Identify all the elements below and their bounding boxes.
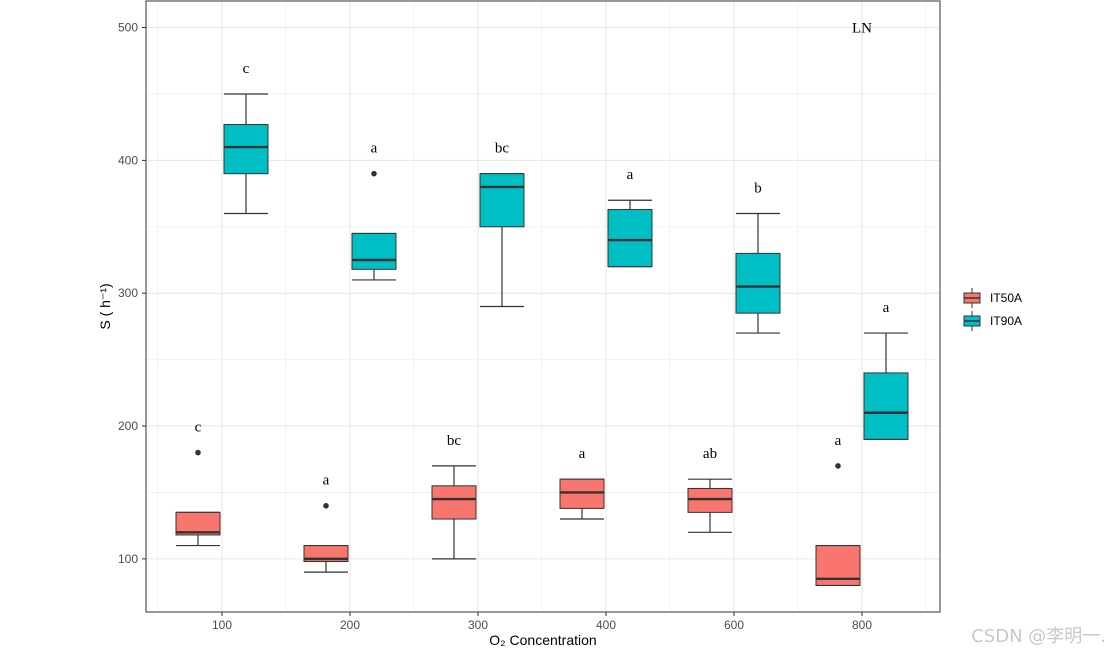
significance-letter: b xyxy=(754,181,762,197)
y-tick-label: 100 xyxy=(118,552,138,566)
grid-lines xyxy=(146,1,940,612)
box-it90a-300: bc xyxy=(479,141,525,308)
box-it50a-300: bc xyxy=(431,433,477,560)
significance-letter: a xyxy=(883,300,890,316)
box-body xyxy=(863,372,909,440)
y-tick-label: 400 xyxy=(118,153,138,167)
box-it90a-400: a xyxy=(607,167,653,268)
significance-letter: a xyxy=(323,473,330,489)
box-body xyxy=(607,209,653,268)
box-body xyxy=(559,478,605,509)
x-axis-ticks: 100 200 300 400 600 800 xyxy=(212,612,872,632)
y-tick-label: 300 xyxy=(118,286,138,300)
box-it90a-600: b xyxy=(735,181,781,334)
x-tick-label: 400 xyxy=(596,618,616,632)
y-tick-label: 500 xyxy=(118,21,138,35)
outlier-point xyxy=(835,463,841,469)
box-it50a-800: a xyxy=(815,433,861,587)
box-body xyxy=(175,511,221,536)
significance-letter: c xyxy=(243,61,250,77)
y-axis-title: S ( h⁻¹) xyxy=(97,283,113,329)
box-it50a-600: ab xyxy=(687,446,733,533)
box-body xyxy=(735,252,781,314)
box-it90a-200: a xyxy=(351,141,397,281)
x-tick-label: 300 xyxy=(468,618,488,632)
outlier-point xyxy=(195,449,201,456)
significance-letter: ab xyxy=(703,446,717,462)
legend-label: IT50A xyxy=(990,291,1022,305)
significance-letter: a xyxy=(371,141,378,157)
legend-item-it90a: IT90A xyxy=(963,311,1022,331)
panel-label: LN xyxy=(852,21,872,37)
outlier-point xyxy=(371,170,377,177)
box-body xyxy=(303,545,349,563)
box-body xyxy=(351,232,397,270)
significance-letter: bc xyxy=(495,141,510,157)
box-body xyxy=(223,124,269,175)
x-tick-label: 800 xyxy=(852,618,872,632)
x-axis-title: O₂ Concentration xyxy=(489,632,596,648)
watermark: CSDN @李明一. xyxy=(971,626,1106,647)
box-body xyxy=(687,487,733,513)
x-tick-label: 200 xyxy=(340,618,360,632)
x-tick-label: 100 xyxy=(212,618,232,632)
box-body xyxy=(431,485,477,520)
legend-item-it50a: IT50A xyxy=(963,288,1022,308)
y-tick-label: 200 xyxy=(118,419,138,433)
box-it50a-400: a xyxy=(559,446,605,520)
significance-letter: c xyxy=(195,420,202,436)
box-body xyxy=(479,173,525,228)
outlier-point xyxy=(323,502,329,509)
significance-letter: a xyxy=(835,433,842,449)
legend-label: IT90A xyxy=(990,314,1022,328)
significance-letter: a xyxy=(627,167,634,183)
box-it90a-100: c xyxy=(223,61,269,215)
legend: IT50A IT90A xyxy=(963,288,1022,331)
significance-letter: a xyxy=(579,446,586,462)
y-axis-ticks: 100 200 300 400 500 xyxy=(118,21,146,566)
box-it50a-100: c xyxy=(175,420,221,547)
box-it90a-800: a xyxy=(863,300,909,440)
x-tick-label: 600 xyxy=(724,618,744,632)
significance-letter: bc xyxy=(447,433,462,449)
panel-border xyxy=(145,0,941,613)
box-it50a-200: a xyxy=(303,473,349,573)
